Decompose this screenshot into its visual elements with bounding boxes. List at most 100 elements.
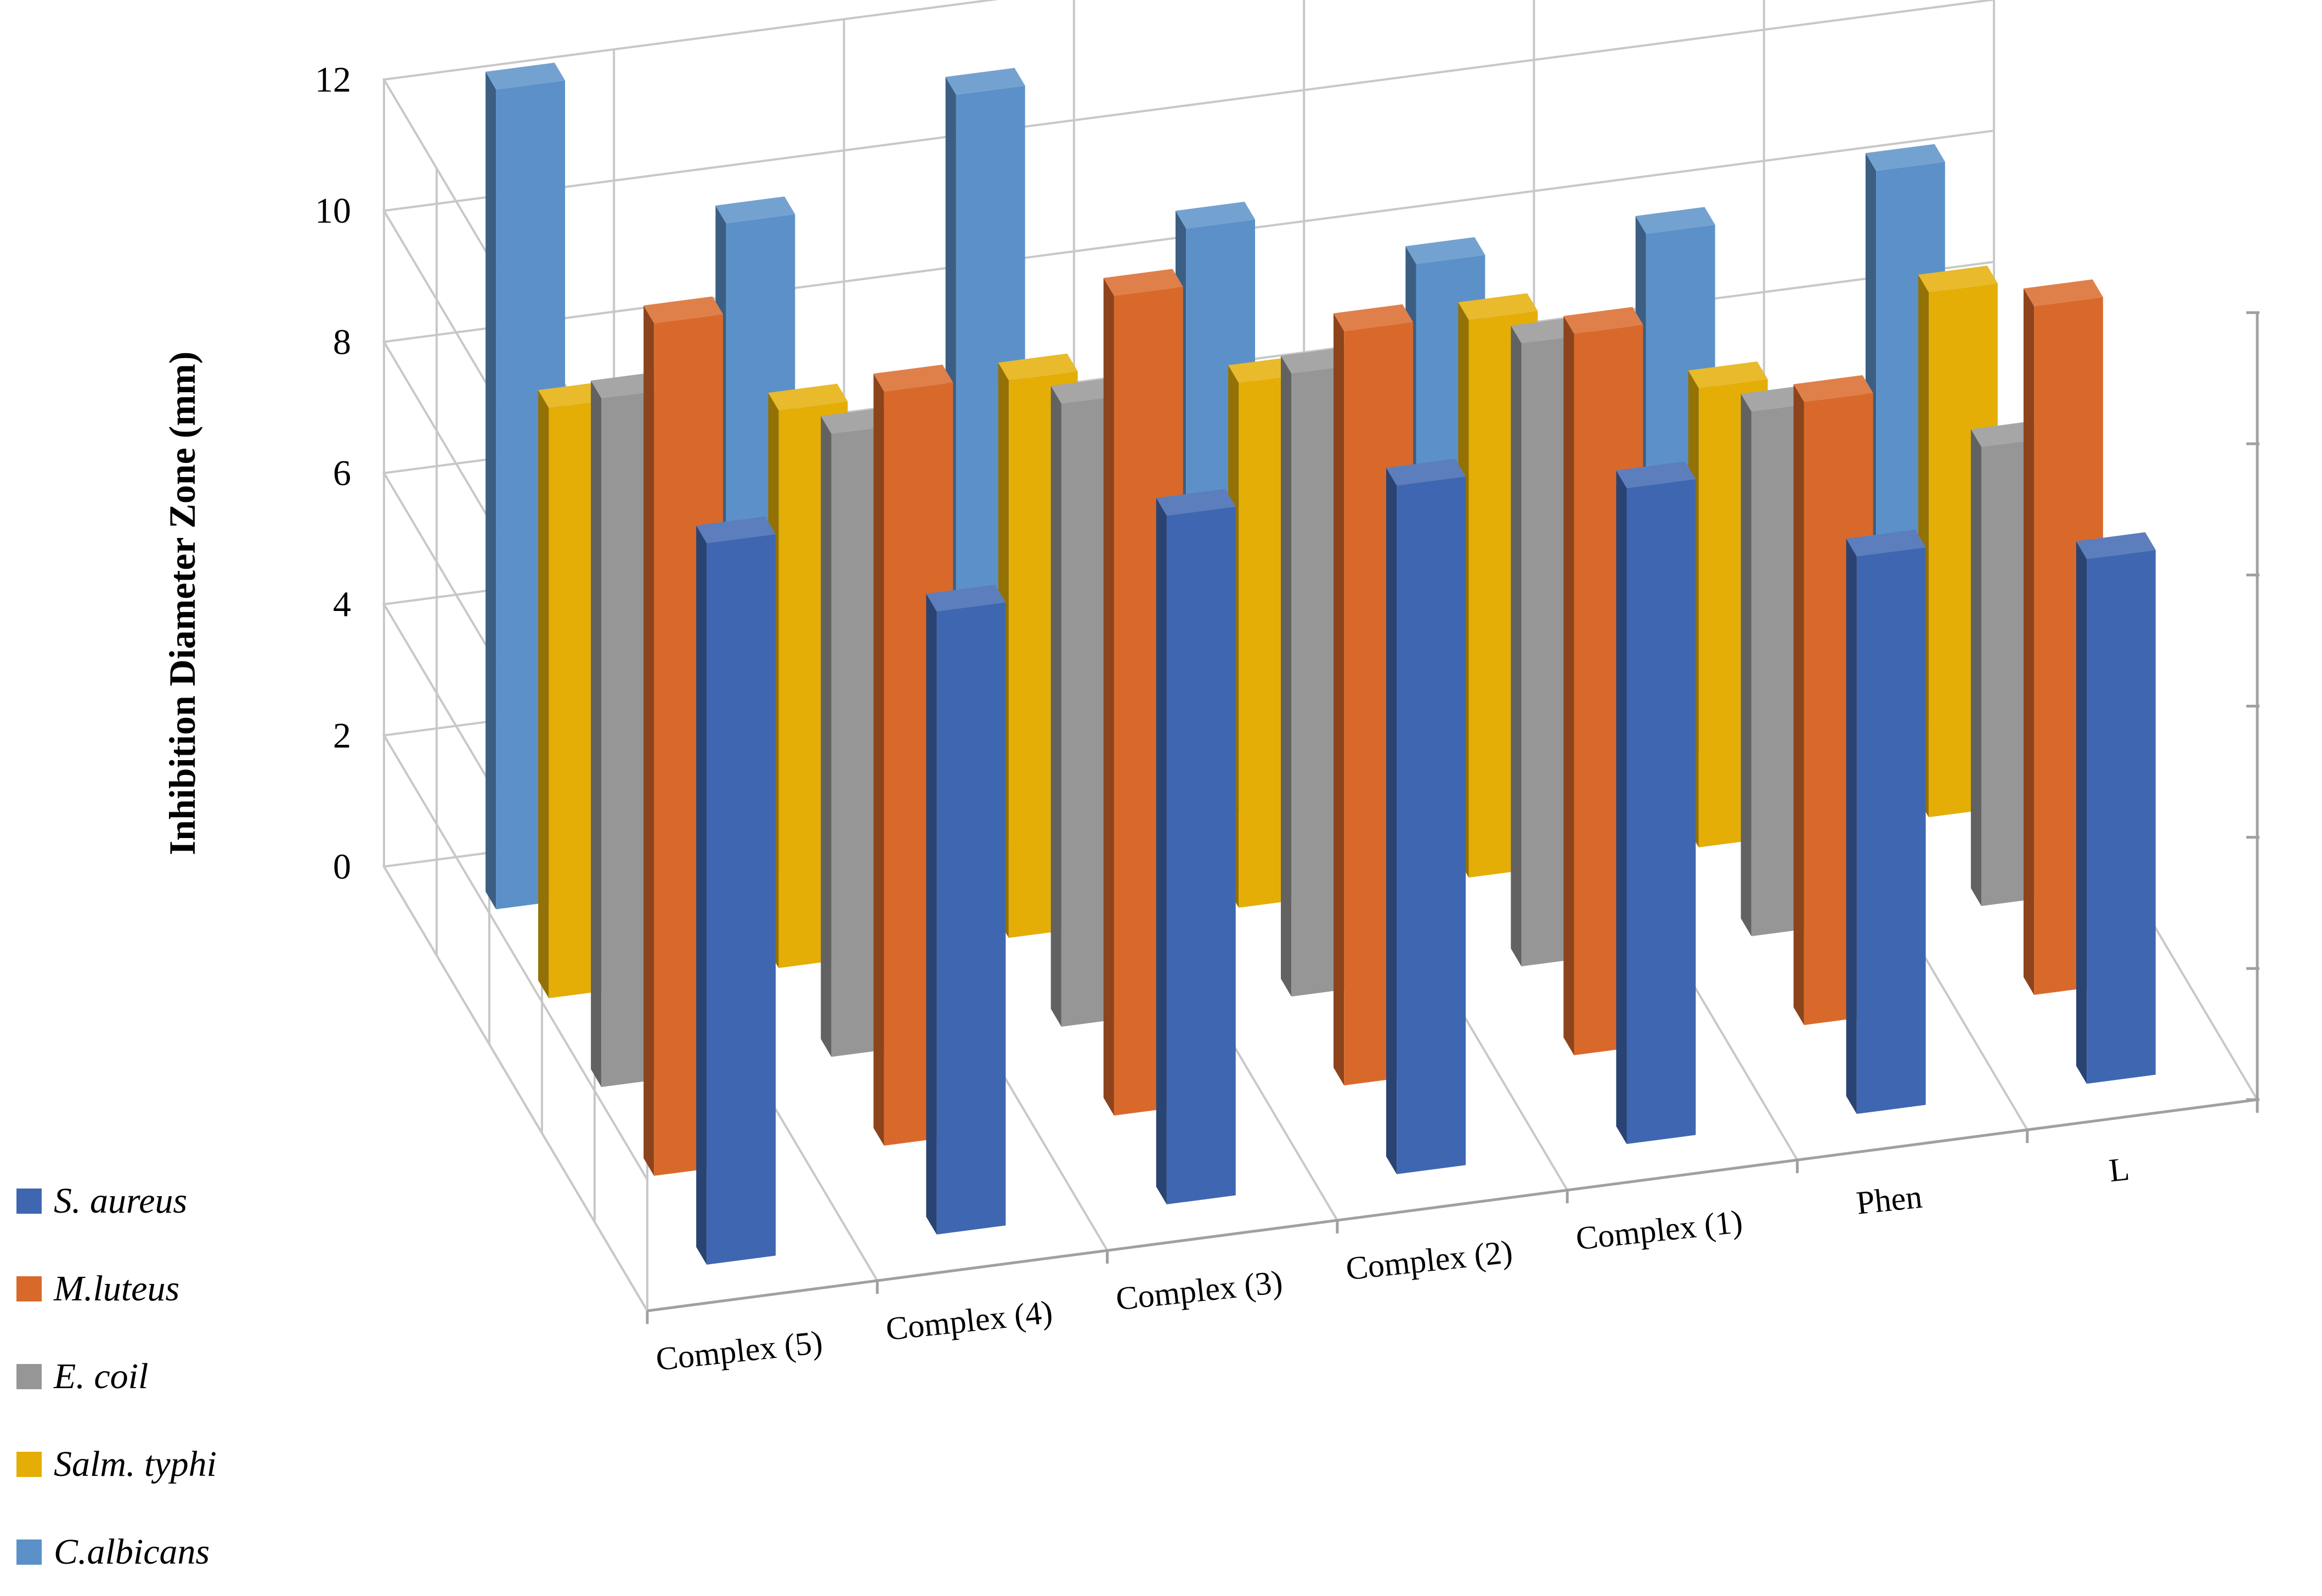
bar-s-aureus-complex-1- [1616,461,1696,1144]
bar-side-face [485,71,496,909]
x-tick-label: Complex (3) [1114,1264,1284,1317]
bar-top-face [945,67,1025,95]
bar-s-aureus-complex-2- [1386,459,1466,1174]
y-tick-label: 6 [333,454,351,494]
bar-top-face [485,63,566,90]
bar-side-face [1156,497,1167,1204]
bar-side-face [873,373,884,1146]
bar-side-face [1970,429,1982,906]
x-tick-label: Complex (1) [1574,1203,1744,1257]
y-tick-label: 10 [315,191,351,231]
x-tick-label: Phen [1855,1179,1924,1221]
bar-front-face [2087,550,2156,1084]
bar-top-face [926,585,1006,612]
legend-item: M.luteus [16,1245,217,1333]
bar-front-face [707,534,776,1265]
bar-front-face [1856,547,1926,1114]
bar-top-face [1846,529,1926,557]
bar-front-face [1166,506,1236,1204]
legend-item: Salm. typhi [16,1420,217,1508]
legend-swatch [16,1452,42,1477]
bar-front-face [1626,479,1696,1144]
bar-top-face [1563,307,1643,334]
legend-swatch [16,1364,42,1389]
legend-label: E. coil [54,1356,149,1396]
bar-top-face [1176,201,1255,229]
x-tick-label: Complex (4) [884,1294,1054,1348]
bar-side-face [1103,278,1114,1116]
legend-swatch [16,1540,42,1565]
x-tick-label: Complex (5) [654,1324,824,1378]
legend-label: Salm. typhi [54,1444,217,1484]
bar-top-face [1688,361,1768,388]
bar-top-face [1386,459,1466,486]
bar-top-face [1458,293,1538,320]
bar-top-face [1156,489,1236,516]
bar-top-face [1865,144,1945,171]
bar-side-face [591,380,602,1087]
bar-top-face [2076,532,2156,559]
bar-s-aureus-complex-5- [696,516,776,1265]
bar-top-face [1616,461,1696,489]
y-tick-label: 12 [315,60,351,100]
chart-bars [485,63,2156,1265]
legend-swatch [16,1188,42,1214]
legend-label: C.albicans [54,1532,210,1572]
bar-top-face [2023,279,2103,307]
chart-container: 0 2 4 6 8 10 12 Complex (5) Complex (4) Complex (… [16,0,2259,1572]
bar-s-aureus-phen [1846,529,1926,1114]
bar-side-face [1616,470,1627,1144]
bar-front-face [936,602,1006,1235]
bar-top-face [768,383,848,411]
bar-side-face [1511,325,1522,966]
bar-s-aureus-complex-4- [926,585,1006,1235]
x-tick-label: L [2108,1151,2131,1188]
y-tick-label: 2 [333,716,351,756]
chart-legend: S. aureus M.luteus E. coil Salm. typhi C.alb… [16,1157,217,1596]
bar-side-face [643,305,654,1176]
chart-labels: 0 2 4 6 8 10 12 Complex (5) Complex (4) Complex (… [161,60,2131,1377]
bar-side-face [2023,288,2035,995]
bar-top-face [696,516,776,544]
category-axis-line [647,1098,2258,1312]
chart-3d-column: 0 2 4 6 8 10 12 Complex (5) Complex (4) Complex (… [161,0,2259,1377]
legend-swatch [16,1276,42,1301]
bar-top-face [1793,375,1873,402]
bar-side-face [696,525,707,1265]
bar-top-face [1635,207,1715,234]
bar-side-face [1334,313,1344,1085]
bar-side-face [926,593,937,1235]
y-tick-label: 4 [333,585,351,625]
y-tick-label: 8 [333,322,351,362]
bar-front-face [1397,476,1466,1174]
bar-side-face [1386,467,1397,1174]
bar-side-face [1050,386,1061,1027]
bar-s-aureus-l [2076,532,2156,1084]
y-axis-title: Inhibition Diameter Zone (mm) [161,352,203,856]
x-tick-label: Complex (2) [1344,1233,1514,1287]
bar-side-face [1281,355,1292,997]
bar-side-face [1793,384,1804,1025]
bar-top-face [1918,265,1998,293]
bar-top-face [643,296,724,324]
bar-side-face [1563,316,1574,1055]
y-tick-label: 0 [333,847,351,887]
legend-item: E. coil [16,1333,217,1420]
chart-axes [646,311,2259,1324]
bar-top-face [1334,304,1413,331]
bar-side-face [1846,539,1857,1114]
bar-top-face [873,364,953,392]
bar-top-face [1103,269,1183,296]
legend-label: M.luteus [54,1269,180,1309]
bar-top-face [715,196,795,224]
legend-label: S. aureus [54,1181,188,1221]
legend-item: S. aureus [16,1157,217,1245]
floor-gridline [383,865,648,1312]
bar-side-face [2076,541,2087,1084]
legend-item: C.albicans [16,1508,217,1596]
bar-side-face [1741,393,1752,936]
bar-s-aureus-complex-3- [1156,489,1236,1204]
bar-top-face [1405,237,1485,264]
bar-side-face [538,390,549,998]
bar-side-face [821,416,832,1057]
